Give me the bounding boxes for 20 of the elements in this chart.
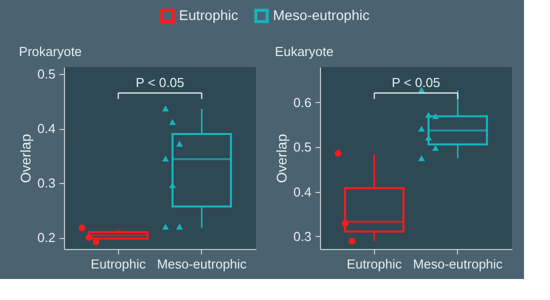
y-tick-label: 0.3 (37, 176, 56, 191)
x-tick-label: Eutrophic (346, 256, 402, 272)
x-tick-label: Meso-eutrophic (156, 256, 248, 272)
x-tick-label: Meso-eutrophic (412, 256, 504, 272)
annotation: P < 0.05 (392, 75, 440, 90)
chart-title: Eukaryote (274, 44, 334, 59)
annotation: P < 0.05 (136, 75, 184, 90)
y-axis-title: Overlap (17, 134, 34, 184)
y-tick-label: 0.6 (293, 94, 312, 110)
y-tick-label: 0.4 (37, 121, 56, 136)
y-axis-title: Overlap (273, 134, 290, 184)
y-tick-label: 0.5 (37, 66, 56, 82)
chart-title: Prokaryote (18, 44, 82, 59)
y-tick-label: 0.4 (293, 184, 312, 200)
y-tick-label: 0.5 (293, 140, 312, 155)
x-tick-label: Eutrophic (90, 256, 146, 272)
legend-label: Meso-eutrophic (273, 6, 370, 23)
y-tick-label: 0.3 (293, 228, 312, 244)
y-tick-label: 0.2 (37, 230, 56, 246)
legend-label: Eutrophic (179, 6, 238, 23)
